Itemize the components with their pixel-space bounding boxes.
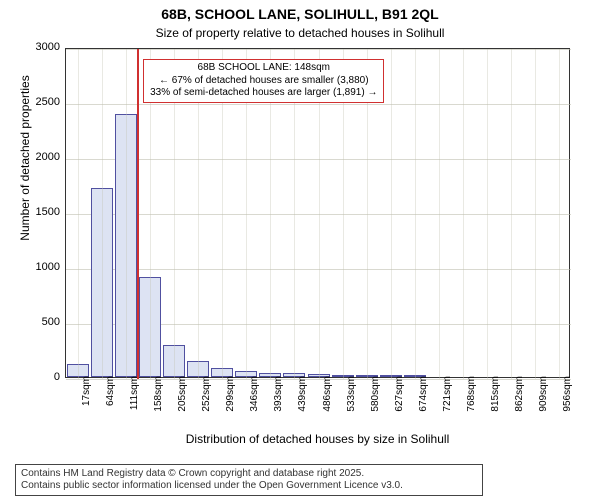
x-tick-label: 346sqm bbox=[249, 376, 260, 426]
y-tick-label: 2500 bbox=[36, 96, 60, 108]
x-gridline bbox=[463, 49, 464, 379]
histogram-chart: 68B, SCHOOL LANE, SOLIHULL, B91 2QL Size… bbox=[0, 0, 600, 500]
x-tick-label: 674sqm bbox=[418, 376, 429, 426]
y-axis-label: Number of detached properties bbox=[18, 0, 32, 323]
x-gridline bbox=[415, 49, 416, 379]
y-tick-label: 1000 bbox=[36, 261, 60, 273]
reference-callout: 68B SCHOOL LANE: 148sqm← 67% of detached… bbox=[143, 59, 384, 103]
x-gridline bbox=[78, 49, 79, 379]
x-tick-label: 909sqm bbox=[538, 376, 549, 426]
x-tick-label: 252sqm bbox=[201, 376, 212, 426]
x-gridline bbox=[126, 49, 127, 379]
x-tick-label: 439sqm bbox=[297, 376, 308, 426]
x-tick-label: 393sqm bbox=[273, 376, 284, 426]
x-gridline bbox=[487, 49, 488, 379]
reference-line bbox=[137, 49, 139, 379]
x-gridline bbox=[391, 49, 392, 379]
y-tick-label: 3000 bbox=[36, 41, 60, 53]
x-tick-label: 956sqm bbox=[562, 376, 573, 426]
x-gridline bbox=[559, 49, 560, 379]
x-gridline bbox=[511, 49, 512, 379]
x-gridline bbox=[102, 49, 103, 379]
footer-line-2: Contains public sector information licen… bbox=[21, 480, 477, 492]
x-tick-label: 580sqm bbox=[370, 376, 381, 426]
x-tick-label: 721sqm bbox=[442, 376, 453, 426]
callout-line: 68B SCHOOL LANE: 148sqm bbox=[150, 62, 377, 75]
x-tick-label: 64sqm bbox=[105, 376, 116, 426]
x-tick-label: 862sqm bbox=[514, 376, 525, 426]
x-tick-label: 111sqm bbox=[129, 376, 140, 426]
x-tick-label: 486sqm bbox=[322, 376, 333, 426]
chart-subtitle: Size of property relative to detached ho… bbox=[0, 26, 600, 40]
x-axis-label: Distribution of detached houses by size … bbox=[65, 432, 570, 446]
y-tick-label: 500 bbox=[42, 316, 60, 328]
x-tick-label: 299sqm bbox=[225, 376, 236, 426]
y-tick-label: 0 bbox=[54, 371, 60, 383]
x-gridline bbox=[439, 49, 440, 379]
x-tick-label: 205sqm bbox=[177, 376, 188, 426]
x-tick-label: 158sqm bbox=[153, 376, 164, 426]
y-tick-label: 1500 bbox=[36, 206, 60, 218]
x-tick-label: 533sqm bbox=[346, 376, 357, 426]
x-tick-label: 815sqm bbox=[490, 376, 501, 426]
x-tick-label: 17sqm bbox=[81, 376, 92, 426]
footer-attribution: Contains HM Land Registry data © Crown c… bbox=[15, 464, 483, 496]
x-gridline bbox=[535, 49, 536, 379]
x-tick-label: 627sqm bbox=[394, 376, 405, 426]
chart-title: 68B, SCHOOL LANE, SOLIHULL, B91 2QL bbox=[0, 6, 600, 22]
x-tick-label: 768sqm bbox=[466, 376, 477, 426]
y-tick-label: 2000 bbox=[36, 151, 60, 163]
plot-area: 68B SCHOOL LANE: 148sqm← 67% of detached… bbox=[65, 48, 570, 378]
footer-line-1: Contains HM Land Registry data © Crown c… bbox=[21, 468, 477, 480]
callout-line: 33% of semi-detached houses are larger (… bbox=[150, 87, 377, 100]
callout-line: ← 67% of detached houses are smaller (3,… bbox=[150, 75, 377, 88]
